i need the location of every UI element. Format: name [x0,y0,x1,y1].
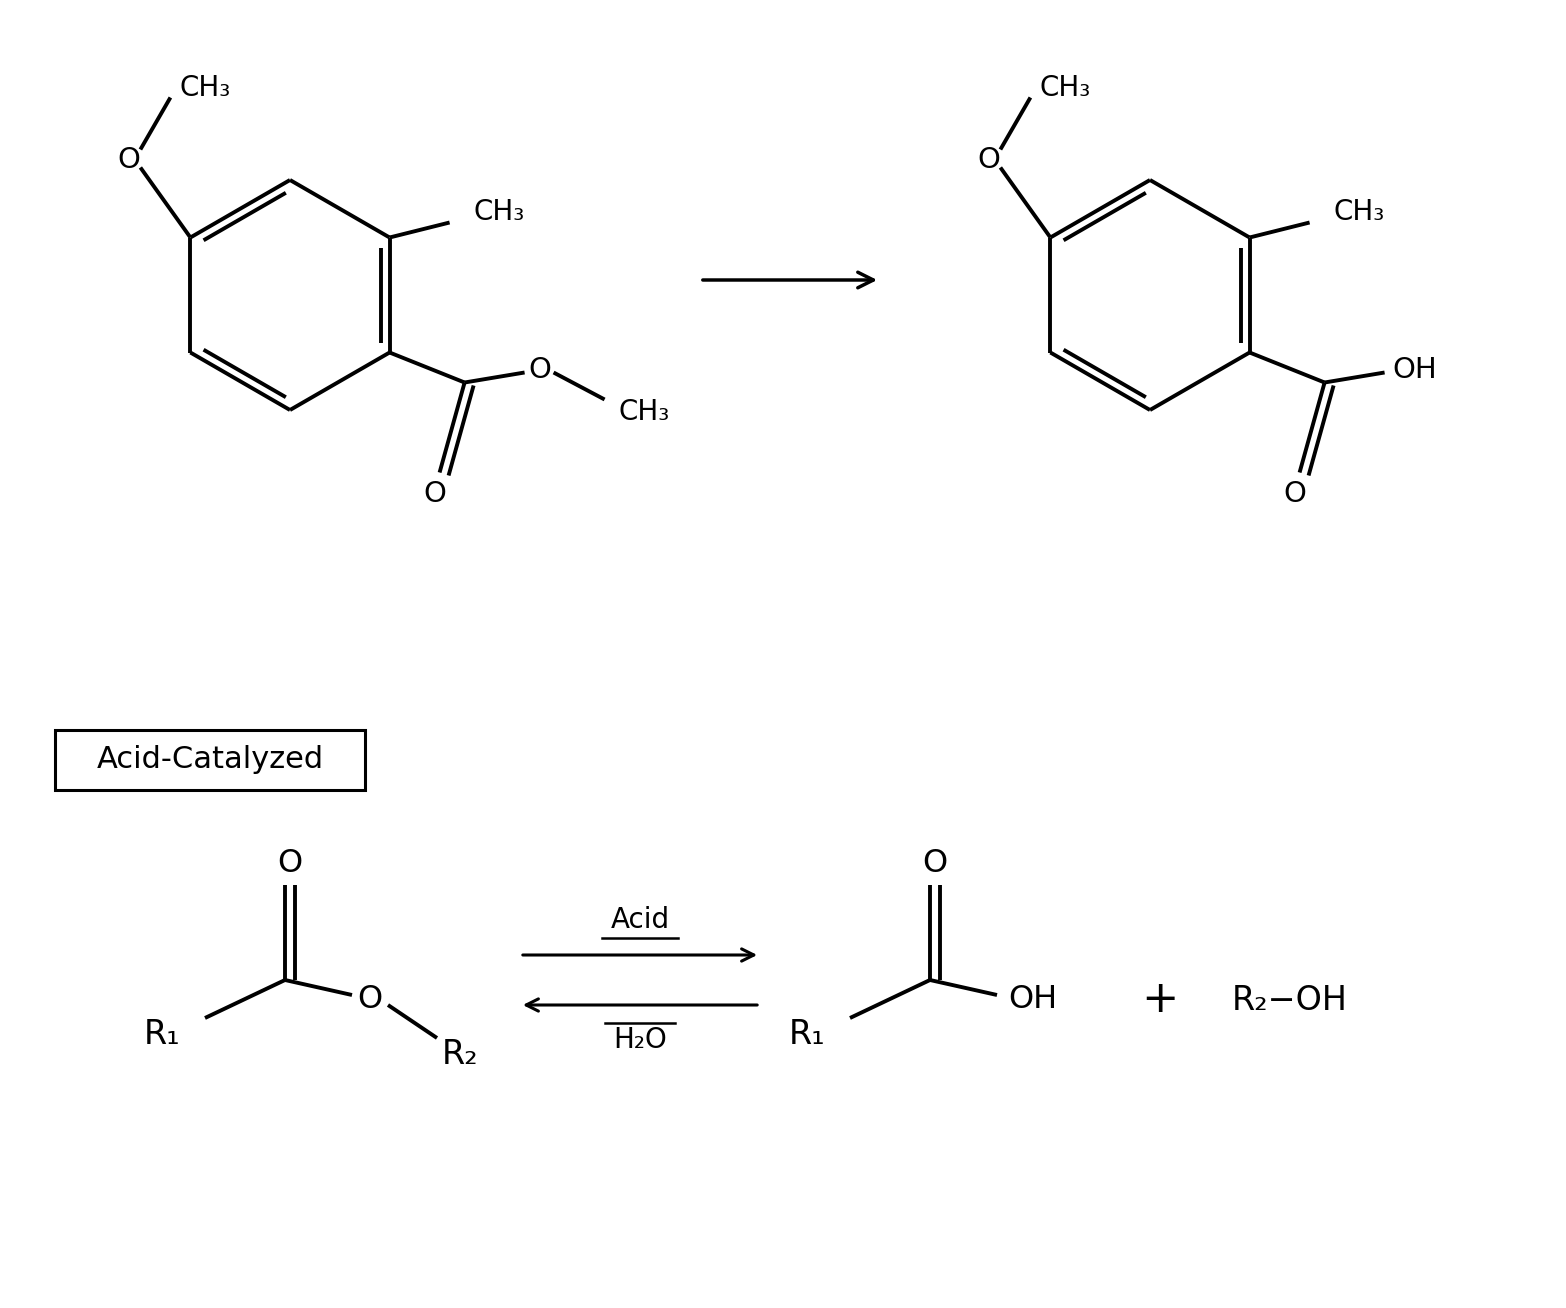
Text: R₁: R₁ [788,1019,825,1052]
Text: CH₃: CH₃ [180,73,232,102]
Text: O: O [423,480,446,509]
Text: +: + [1142,978,1179,1022]
Text: Acid: Acid [611,906,670,934]
Text: O: O [977,145,999,174]
Text: R₂−OH: R₂−OH [1232,984,1348,1016]
Text: O: O [922,848,947,879]
Text: R₁: R₁ [144,1019,180,1052]
Text: R₂: R₂ [442,1039,478,1071]
Text: CH₃: CH₃ [1334,199,1386,226]
Bar [55,730,365,790]
Text: CH₃: CH₃ [474,199,525,226]
Text: OH: OH [1392,357,1438,385]
Text: OH: OH [1009,985,1057,1015]
Text: O: O [357,985,382,1015]
Text: H₂O: H₂O [614,1025,667,1054]
Text: O: O [277,848,302,879]
Text: Acid-Catalyzed: Acid-Catalyzed [97,746,324,774]
Text: CH₃: CH₃ [1040,73,1092,102]
Text: O: O [117,145,139,174]
Text: O: O [528,357,551,385]
Text: O: O [1283,480,1306,509]
Text: CH₃: CH₃ [619,399,670,426]
